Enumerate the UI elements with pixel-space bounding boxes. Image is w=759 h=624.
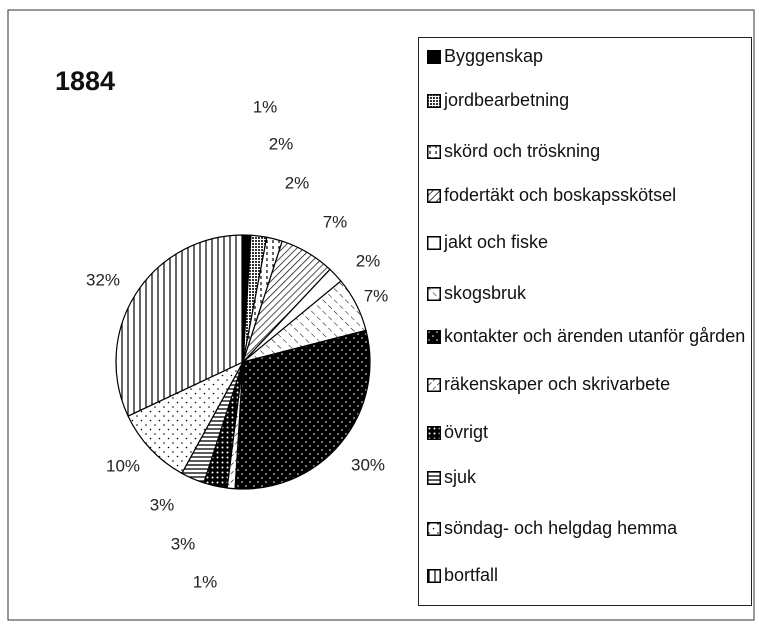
legend-swatch	[427, 94, 441, 108]
data-label: 7%	[364, 286, 389, 305]
data-label: 7%	[323, 212, 348, 231]
legend-label: jordbearbetning	[444, 90, 570, 110]
legend-item: skogsbruk	[427, 283, 749, 303]
legend-item: Byggenskap	[427, 46, 749, 66]
pie-slice	[234, 329, 371, 490]
legend-swatch	[427, 50, 441, 64]
legend-item: jakt och fiske	[427, 232, 749, 252]
legend-label: övrigt	[444, 422, 489, 442]
legend-item: övrigt	[427, 422, 749, 442]
data-label: 3%	[150, 495, 175, 514]
legend-swatch	[427, 189, 441, 203]
legend-item: sjuk	[427, 467, 749, 487]
legend-swatch-box	[427, 287, 441, 301]
data-label: 1%	[193, 572, 218, 591]
legend-label: skogsbruk	[444, 283, 527, 303]
legend-swatch-box	[427, 94, 441, 108]
data-label: 30%	[351, 455, 385, 474]
legend-swatch	[427, 145, 441, 159]
legend-swatch-box	[427, 330, 441, 344]
legend-swatch-box	[427, 522, 441, 536]
pie-slice	[127, 360, 245, 475]
legend-item: bortfall	[427, 565, 749, 585]
legend-item: jordbearbetning	[427, 90, 749, 110]
legend-item: fodertäkt och boskapsskötsel	[427, 185, 749, 205]
legend-label: fodertäkt och boskapsskötsel	[444, 185, 677, 205]
legend-swatch-box	[427, 471, 441, 485]
legend-swatch	[427, 426, 441, 440]
legend: Byggenskap jordbearbetning skörd och trösk…	[418, 37, 752, 606]
data-label: 32%	[86, 270, 120, 289]
legend-label: kontakter och ärenden utanför gården	[444, 326, 746, 346]
legend-item: skörd och tröskning	[427, 141, 749, 161]
legend-label: räkenskaper och skrivarbete	[444, 374, 671, 394]
legend-swatch	[427, 378, 441, 392]
legend-item: kontakter och ärenden utanför gården	[427, 326, 749, 346]
legend-swatch-box	[427, 426, 441, 440]
legend-swatch	[427, 522, 441, 536]
data-label: 2%	[356, 251, 381, 270]
legend-label: Byggenskap	[444, 46, 544, 66]
legend-label: jakt och fiske	[444, 232, 549, 252]
legend-label: skörd och tröskning	[444, 141, 601, 161]
legend-swatch	[427, 236, 441, 250]
legend-label: sjuk	[444, 467, 477, 487]
data-label: 1%	[253, 97, 278, 116]
legend-label: söndag- och helgdag hemma	[444, 518, 678, 538]
frame	[7, 9, 755, 621]
legend-swatch	[427, 287, 441, 301]
legend-swatch-box	[427, 236, 441, 250]
data-label: 2%	[269, 134, 294, 153]
data-label: 3%	[171, 534, 196, 553]
legend-swatch-box	[427, 378, 441, 392]
pie-slice	[115, 234, 244, 417]
data-label: 10%	[106, 456, 140, 475]
legend-swatch-box	[427, 145, 441, 159]
legend-swatch-box	[427, 50, 441, 64]
legend-swatch	[427, 330, 441, 344]
chart-title: 1884	[55, 66, 115, 96]
legend-label: bortfall	[444, 565, 499, 585]
legend-swatch	[427, 471, 441, 485]
legend-swatch-box	[427, 569, 441, 583]
legend-swatch-box	[427, 189, 441, 203]
legend-item: räkenskaper och skrivarbete	[427, 374, 749, 394]
legend-item: söndag- och helgdag hemma	[427, 518, 749, 538]
data-label: 2%	[285, 173, 310, 192]
legend-swatch	[427, 569, 441, 583]
